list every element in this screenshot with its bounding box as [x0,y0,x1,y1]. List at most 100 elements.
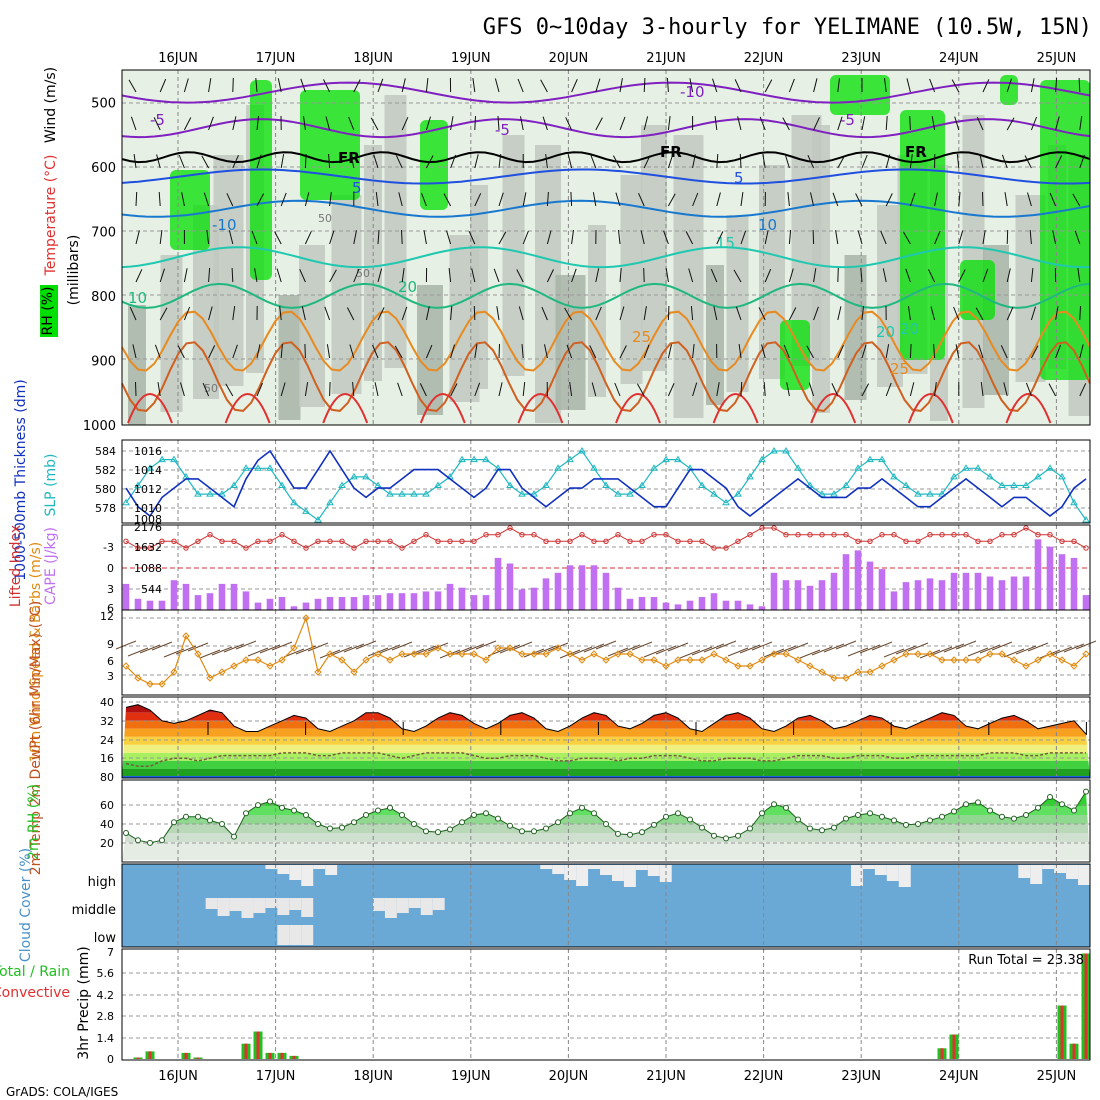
precip-conv-bar [148,1051,152,1059]
cloud-cover-panel: high middle low [72,863,1091,948]
panel-frame [121,609,1091,696]
wind-barb [1079,305,1081,321]
wind-barb [882,268,887,283]
wind-barb [714,116,718,131]
wind-barb [251,230,258,245]
rh-point [795,816,801,823]
wind-barb [703,643,725,653]
precip-tick: 5.6 [97,967,115,980]
date-tick-label: 24JUN [939,51,979,66]
cape-bar [638,597,646,610]
wind-barb [523,648,545,658]
wind-barb [958,230,964,245]
panel-frame [121,779,1091,863]
slp-point [554,464,562,471]
wind-barb [607,647,629,657]
wind-point [374,650,382,658]
wind-barb [643,267,645,283]
wind-barb [906,78,911,93]
slp-point [710,490,718,497]
wind-barb [1030,78,1035,93]
date-tick-label: 25JUN [1037,51,1077,66]
lifted-point [819,532,825,538]
wind-barb [807,154,815,169]
cape-bar [806,585,814,610]
wind-point [794,656,802,664]
slp-point [566,455,574,463]
wind-barb [571,646,593,656]
cloud-gap [552,865,565,874]
cape-bar [254,602,262,610]
isotherm-bump [907,393,954,424]
wind-barb [861,383,870,397]
wind-barb [1027,642,1049,652]
wind-barb [595,117,603,131]
date-tick-label: 17JUN [256,51,296,66]
wind-barb [372,344,379,359]
wind-point [1034,656,1042,664]
wind-point [674,656,682,664]
wind-barb [813,306,819,321]
wind-point [806,662,814,670]
wind-barb [450,383,458,397]
wind-barb [619,306,625,321]
wind-barb [135,191,138,207]
wind-barb [446,230,452,245]
wind-barb [954,116,960,131]
wind-barb [571,78,578,93]
wind-barb [763,381,766,397]
wind-barb [247,647,269,657]
cloud-gap [301,925,314,945]
lifted-tick: 0 [107,562,114,575]
wind-barb [860,268,863,283]
thickness-tick: 580 [95,483,116,496]
wind-barb [612,155,621,169]
wind-barb [643,344,650,359]
cloud-level-label: middle [72,903,116,918]
wind-barb [498,382,503,397]
lifted-point [591,538,597,544]
cape-bar [470,595,478,610]
wind-barb [727,647,749,657]
lifted-index-line [125,527,1087,549]
wind-barb [158,191,161,207]
precip-tick: 1.4 [97,1032,115,1045]
wind-barb [934,382,937,397]
wind-barb [788,78,795,93]
wind-barb [1004,192,1008,207]
wind-barb [129,306,137,321]
wind-barb [813,268,817,283]
slp-point [590,464,598,471]
wind-point [230,662,238,670]
rh-point [663,813,669,820]
pressure-tick: 500 [91,96,116,111]
wind-barb [115,640,137,650]
date-tick-label: 20JUN [549,51,589,66]
slp-point [938,490,946,497]
rh-moist-patch [300,90,360,200]
wind-barb [895,645,917,655]
wind-barb [228,230,234,245]
wind-barb [423,230,427,245]
wind-barb [370,117,379,131]
date-tick-label: 21JUN [646,1069,686,1084]
wind-barb [474,193,482,207]
rh-point [831,824,837,831]
lifted-point [135,545,141,551]
rh-point [303,812,309,818]
cape-tick: 544 [141,583,162,596]
precip-conv-bar [196,1057,200,1059]
wind-barb [934,192,938,207]
wind-barb [401,306,408,321]
lifted-point [147,545,153,551]
wind-barb [343,643,365,653]
wind-barb [595,640,617,650]
date-tick-label: 19JUN [451,51,491,66]
wind-barb [667,116,671,131]
cloud-gap [850,865,863,886]
wind-barb [956,154,960,169]
cape-bar [122,583,130,610]
wind-barb [377,307,385,321]
panel-bg [122,440,1090,523]
temp-band [122,712,1090,721]
